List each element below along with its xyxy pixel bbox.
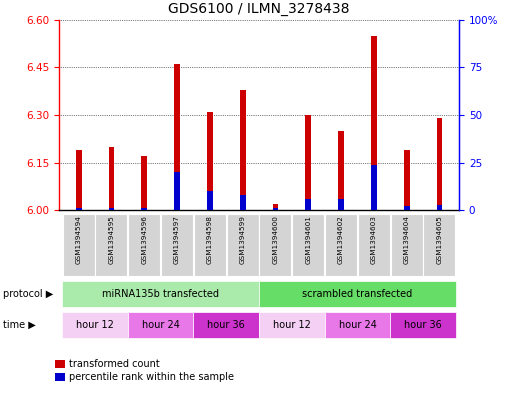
Text: scrambled transfected: scrambled transfected (302, 289, 412, 299)
Bar (437, 118, 442, 210)
Bar (95, 213, 128, 276)
Bar (272, 204, 279, 210)
Bar (109, 208, 114, 210)
Bar (62, 312, 128, 338)
Bar (338, 131, 344, 210)
Text: GSM1394594: GSM1394594 (76, 215, 82, 264)
Bar (358, 213, 390, 276)
Bar (128, 312, 193, 338)
Bar (423, 213, 456, 276)
Bar (174, 172, 180, 210)
Text: hour 12: hour 12 (273, 320, 311, 330)
Bar (76, 150, 82, 210)
Text: GSM1394604: GSM1394604 (404, 215, 410, 264)
Bar (371, 35, 377, 210)
Bar (207, 191, 213, 210)
Bar (325, 312, 390, 338)
Bar (161, 213, 193, 276)
Text: miRNA135b transfected: miRNA135b transfected (102, 289, 219, 299)
Bar (437, 204, 442, 210)
Bar (292, 213, 324, 276)
Bar (371, 165, 377, 210)
Bar (404, 150, 409, 210)
Text: hour 12: hour 12 (76, 320, 114, 330)
Bar (390, 312, 456, 338)
Bar (174, 64, 180, 210)
Bar (141, 156, 147, 210)
Text: GSM1394599: GSM1394599 (240, 215, 246, 264)
Text: hour 36: hour 36 (207, 320, 245, 330)
Bar (227, 213, 259, 276)
Text: protocol ▶: protocol ▶ (3, 289, 53, 299)
Text: GSM1394601: GSM1394601 (305, 215, 311, 264)
Text: GSM1394595: GSM1394595 (108, 215, 114, 264)
Text: hour 24: hour 24 (142, 320, 180, 330)
Bar (128, 213, 160, 276)
Bar (259, 312, 325, 338)
Text: GSM1394603: GSM1394603 (371, 215, 377, 264)
Legend: transformed count, percentile rank within the sample: transformed count, percentile rank withi… (51, 356, 238, 386)
Bar (305, 115, 311, 210)
Bar (390, 213, 423, 276)
Text: GSM1394598: GSM1394598 (207, 215, 213, 264)
Bar (325, 213, 357, 276)
Bar (259, 281, 456, 307)
Bar (404, 206, 409, 210)
Text: GSM1394605: GSM1394605 (437, 215, 442, 264)
Text: hour 24: hour 24 (339, 320, 377, 330)
Bar (63, 213, 95, 276)
Text: GSM1394600: GSM1394600 (272, 215, 279, 264)
Bar (240, 195, 246, 210)
Bar (240, 90, 246, 210)
Text: time ▶: time ▶ (3, 320, 35, 330)
Text: GSM1394596: GSM1394596 (141, 215, 147, 264)
Bar (193, 312, 259, 338)
Bar (260, 213, 291, 276)
Text: hour 36: hour 36 (404, 320, 442, 330)
Bar (141, 208, 147, 210)
Text: GSM1394597: GSM1394597 (174, 215, 180, 264)
Bar (109, 147, 114, 210)
Bar (338, 199, 344, 210)
Bar (207, 112, 213, 210)
Bar (272, 208, 279, 210)
Title: GDS6100 / ILMN_3278438: GDS6100 / ILMN_3278438 (168, 2, 350, 16)
Bar (194, 213, 226, 276)
Text: GSM1394602: GSM1394602 (338, 215, 344, 264)
Bar (76, 208, 82, 210)
Bar (305, 199, 311, 210)
Bar (62, 281, 259, 307)
